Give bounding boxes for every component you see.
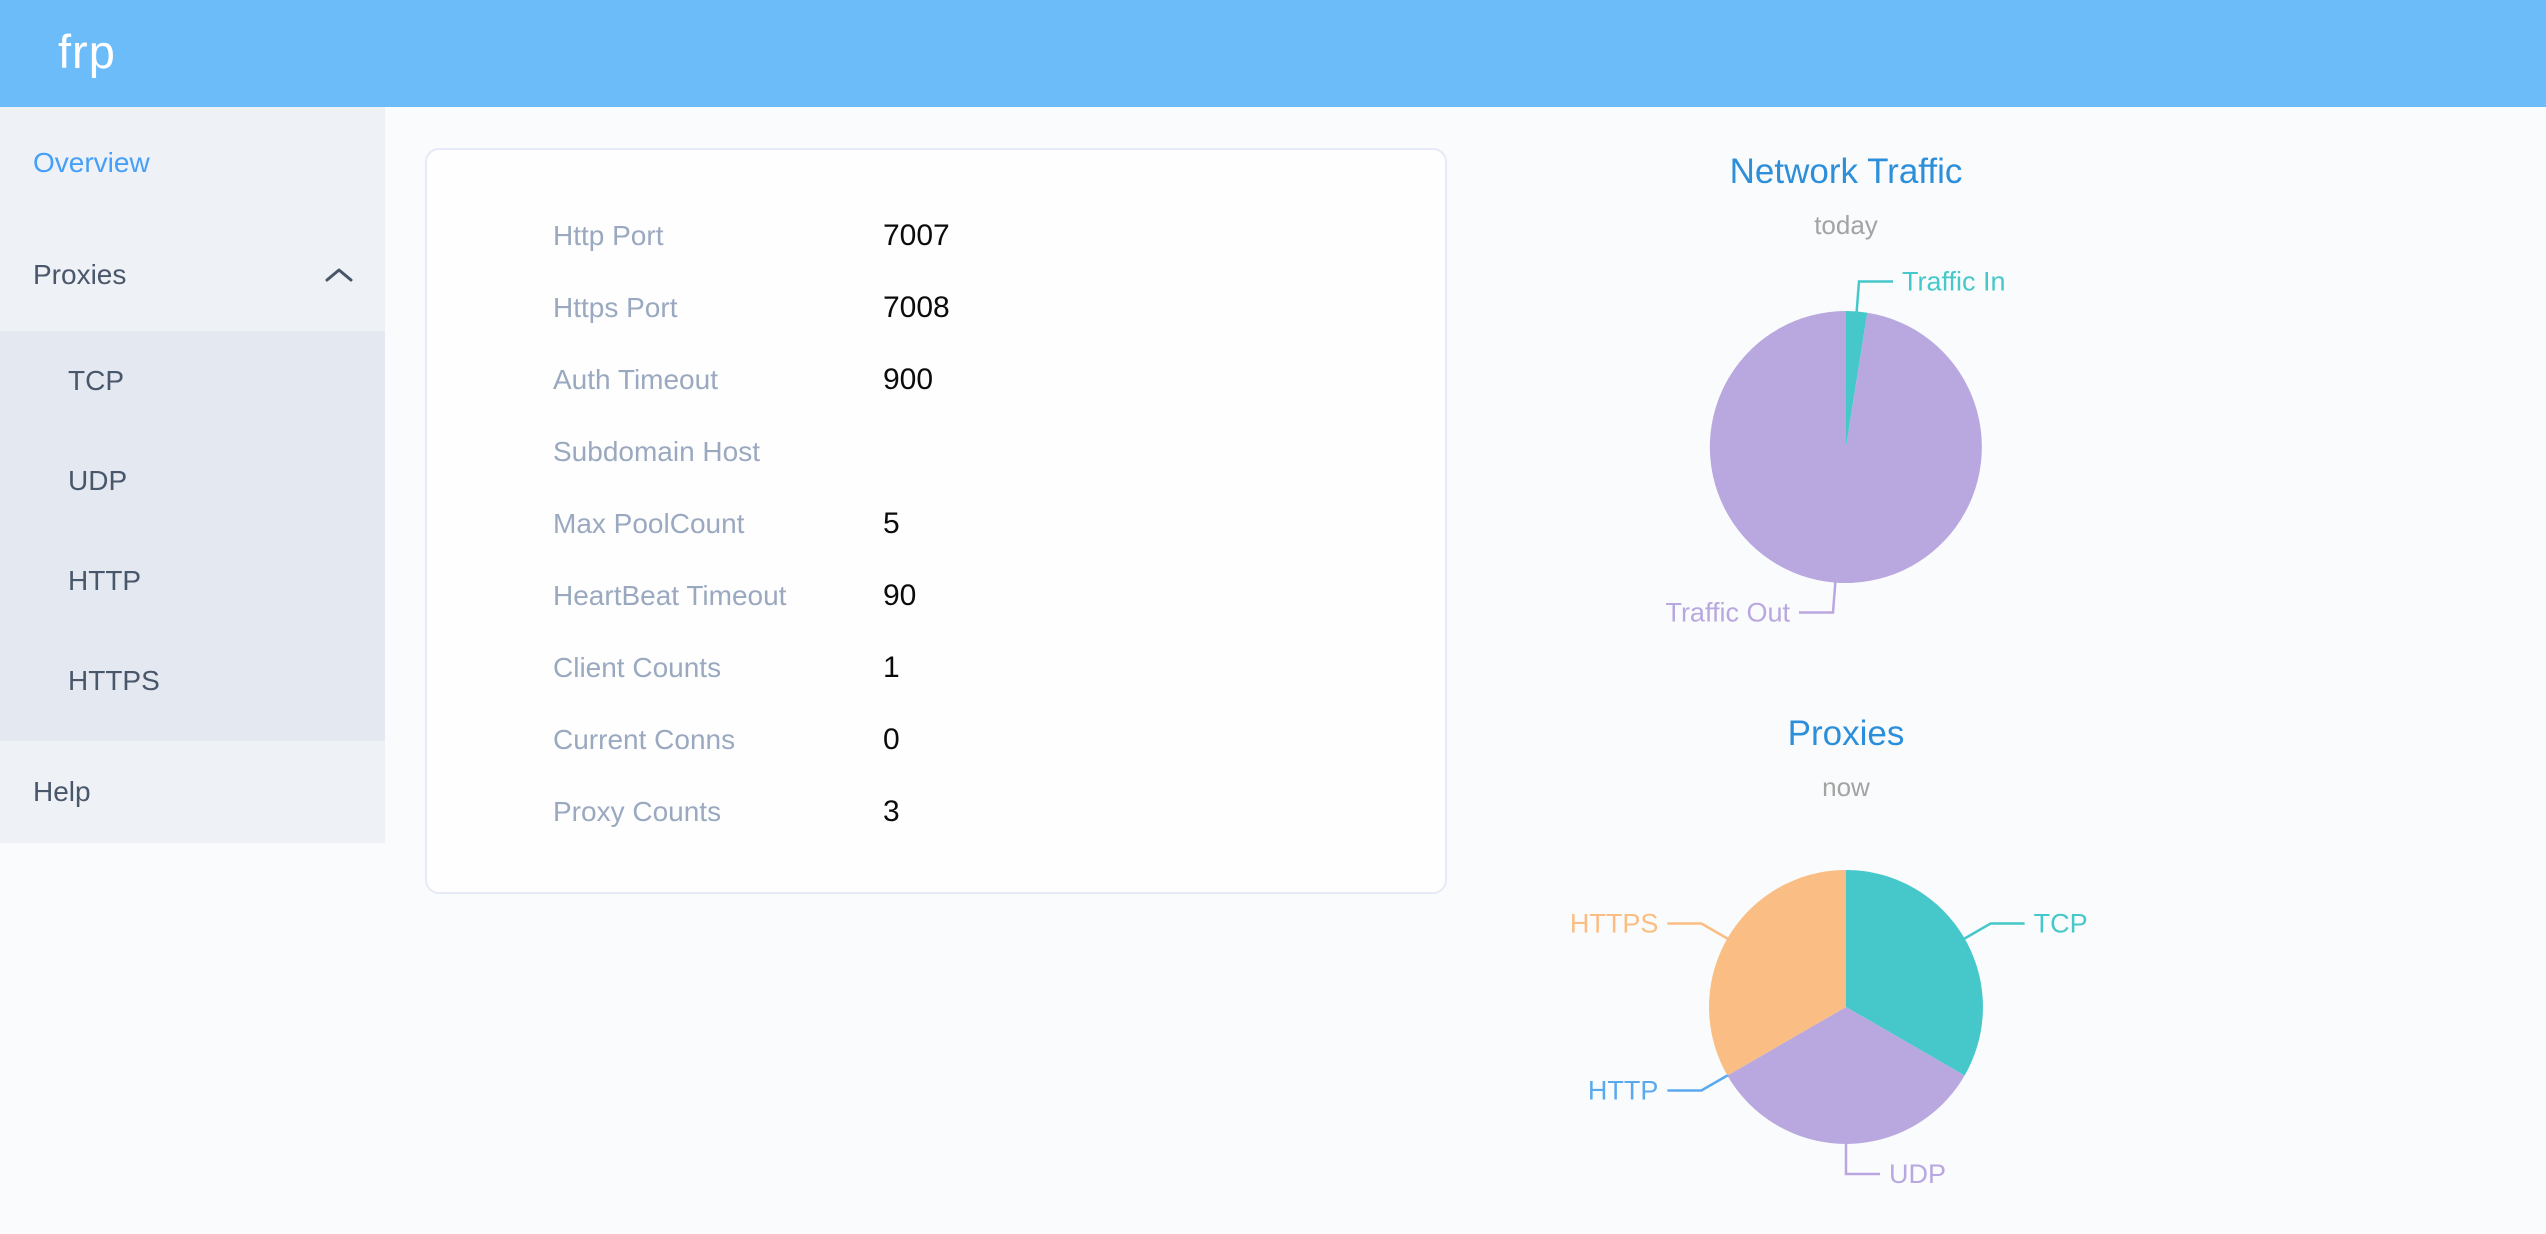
server-info-row: HeartBeat Timeout 90 [427, 560, 1445, 632]
server-info-label: HeartBeat Timeout [553, 580, 787, 611]
server-info-row: Subdomain Host [427, 416, 1445, 488]
pie-label-line-http [1667, 1073, 1729, 1092]
chart-subtitle: now [1822, 772, 1870, 802]
chart-title: Proxies [1787, 714, 1905, 753]
proxies-pie: TCP UDP HTTP HTTPS [1570, 870, 2088, 1189]
server-info-value: 900 [883, 363, 934, 396]
server-info-value: 7007 [883, 219, 950, 252]
server-info-value: 5 [883, 507, 900, 540]
pie-label-tcp: TCP [2034, 909, 2088, 939]
pie-slice-tcp[interactable] [1846, 870, 1983, 1076]
sidebar-item-proxies-label: Proxies [33, 259, 127, 290]
server-info-row: Https Port 7008 [427, 272, 1445, 344]
pie-label-line-https [1667, 922, 1729, 941]
server-info-row: Client Counts 1 [427, 632, 1445, 704]
network-traffic-pie: Traffic In Traffic Out [1665, 267, 2006, 628]
pie-slice-traffic-in[interactable] [1846, 311, 1868, 447]
sidebar-item-http[interactable]: HTTP [68, 565, 142, 596]
sidebar-item-udp[interactable]: UDP [68, 465, 128, 496]
pie-slice-https[interactable] [1709, 870, 1846, 1076]
pie-label-line-tcp [1963, 922, 2025, 941]
server-info-value: 1 [883, 651, 900, 684]
server-info-row: Proxy Counts 3 [427, 776, 1445, 848]
server-info-value: 0 [883, 723, 900, 756]
server-info-value: 90 [883, 579, 917, 612]
proxies-submenu: TCP UDP HTTP HTTPS [0, 331, 385, 741]
pie-label-line-traffic-in [1855, 280, 1893, 313]
server-info-label: Current Conns [553, 724, 736, 755]
server-info-label: Subdomain Host [553, 436, 761, 467]
server-info-label: Proxy Counts [553, 796, 722, 827]
sidebar-item-overview[interactable]: Overview [33, 147, 150, 178]
pie-label-traffic-out: Traffic Out [1665, 598, 1790, 628]
sidebar-menu: Overview Proxies TCP UDP HTTP HTTPS Help [0, 107, 385, 843]
network-traffic-chart: Network Traffic today Traffic In Traffic … [1484, 140, 2208, 700]
chevron-up-icon [325, 268, 353, 282]
server-info-row: Auth Timeout 900 [427, 344, 1445, 416]
sidebar-item-tcp[interactable]: TCP [68, 365, 124, 396]
chart-title: Network Traffic [1729, 152, 1963, 191]
server-info-label: Http Port [553, 220, 664, 251]
server-info-label: Max PoolCount [553, 508, 745, 539]
proxies-chart: Proxies now TCP UDP HTTP HTTPS [1484, 690, 2208, 1234]
server-info-value: 3 [883, 795, 900, 828]
server-info-row: Http Port 7007 [427, 200, 1445, 272]
server-info-value: 7008 [883, 291, 950, 324]
sidebar-item-proxies[interactable]: Proxies [0, 219, 385, 331]
pie-label-udp: UDP [1889, 1159, 1946, 1189]
chart-subtitle: today [1814, 210, 1878, 240]
pie-label-line-udp [1844, 1143, 1880, 1176]
pie-label-line-traffic-out [1799, 581, 1837, 614]
server-info-label: Auth Timeout [553, 364, 718, 395]
server-info-row: Current Conns 0 [427, 704, 1445, 776]
app-header: frp [0, 0, 2546, 107]
server-info-card: Http Port 7007 Https Port 7008 Auth Time… [425, 148, 1447, 894]
pie-label-https: HTTPS [1570, 909, 1659, 939]
pie-slice-traffic-out[interactable] [1709, 310, 1982, 583]
pie-label-http: HTTP [1588, 1076, 1659, 1106]
sidebar-item-help[interactable]: Help [33, 776, 91, 807]
pie-label-traffic-in: Traffic In [1902, 267, 2006, 297]
server-info-label: Https Port [553, 292, 678, 323]
server-info-row: Max PoolCount 5 [427, 488, 1445, 560]
app-logo: frp [58, 25, 116, 78]
server-info-label: Client Counts [553, 652, 722, 683]
pie-slice-udp[interactable] [1727, 1007, 1965, 1144]
sidebar-item-https[interactable]: HTTPS [68, 665, 160, 696]
